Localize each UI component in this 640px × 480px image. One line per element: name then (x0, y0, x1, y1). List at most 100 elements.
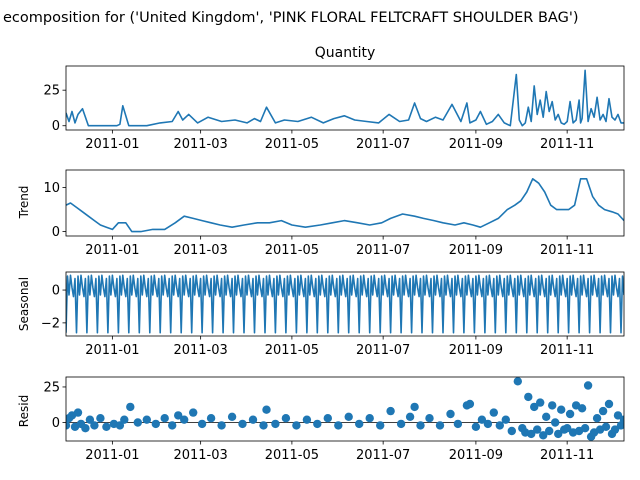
resid-point (527, 429, 536, 439)
resid-point (376, 421, 385, 430)
figure-suptitle: ecomposition for ('United Kingdom', 'PIN… (3, 10, 578, 26)
resid-series (66, 377, 624, 441)
resid-point (168, 421, 177, 430)
resid-point (396, 419, 406, 429)
resid-point (446, 409, 455, 419)
resid-panel: Resid 0 25 2011-01 2011-03 2011-05 2011-07 201… (17, 376, 625, 463)
series-line (66, 69, 624, 127)
seasonal-line (66, 274, 624, 334)
resid-point (133, 418, 142, 427)
resid-point (281, 414, 291, 423)
resid-point (174, 411, 183, 420)
y-tick-label: −2 (41, 316, 60, 331)
y-tick-label: 0 (52, 416, 60, 431)
resid-point (548, 401, 557, 410)
resid-point (142, 415, 151, 424)
trend-series (66, 178, 624, 233)
x-tick-label: 2011-07 (356, 243, 410, 258)
resid-point (197, 419, 207, 429)
y-tick-label: 25 (43, 380, 60, 395)
y-tick-label: 0 (52, 119, 60, 134)
x-tick-label: 2011-09 (449, 448, 503, 463)
resid-point (238, 419, 247, 429)
x-tick-label: 2011-11 (540, 343, 594, 358)
resid-point (160, 414, 169, 423)
resid-point (507, 426, 516, 436)
axes-frame (65, 271, 625, 337)
resid-point (386, 406, 395, 416)
resid-point (536, 398, 545, 407)
resid-point (577, 404, 587, 413)
x-tick-label: 2011-09 (449, 243, 503, 258)
resid-point (189, 408, 198, 417)
resid-point (545, 426, 554, 436)
resid-point (542, 412, 551, 421)
resid-point (227, 412, 237, 421)
resid-point (126, 402, 135, 412)
quantity-axes: 0 25 2011-01 2011-03 2011-05 2011-07 2011-09 20… (43, 65, 625, 152)
resid-point (477, 415, 487, 424)
resid-point (344, 412, 353, 421)
x-tick-label: 2011-05 (265, 448, 319, 463)
seasonal-series (66, 274, 624, 334)
resid-point (533, 425, 542, 434)
x-tick-label: 2011-01 (85, 137, 139, 152)
resid-point (453, 419, 463, 429)
resid-point (323, 414, 332, 423)
seasonal-panel: Seasonal −2 0 2011-01 2011-03 2011-05 2011-07… (17, 271, 625, 358)
resid-point (90, 421, 99, 430)
resid-point (302, 415, 312, 424)
resid-point (557, 405, 566, 414)
resid-point (81, 424, 90, 433)
axes-frame (65, 65, 625, 131)
series-line (66, 178, 624, 233)
x-tick-label: 2011-03 (173, 448, 227, 463)
x-tick-label: 2011-01 (85, 343, 139, 358)
x-tick-label: 2011-07 (356, 137, 410, 152)
resid-point (102, 422, 111, 431)
resid-point (583, 381, 593, 390)
resid-point (598, 406, 608, 416)
resid-point (513, 377, 522, 386)
x-tick-label: 2011-01 (85, 448, 139, 463)
x-tick-label: 2011-11 (540, 137, 594, 152)
resid-point (495, 421, 504, 430)
resid-point (271, 419, 280, 429)
quantity-panel: 0 25 2011-01 2011-03 2011-05 2011-07 2011-09 20… (43, 65, 625, 152)
y-tick-label: 0 (52, 284, 60, 299)
resid-point (334, 421, 343, 430)
resid-point (313, 419, 322, 429)
x-tick-label: 2011-09 (449, 343, 503, 358)
resid-point (73, 408, 83, 417)
seasonal-axes: −2 0 2011-01 2011-03 2011-05 2011-07 2011-09 20… (41, 271, 625, 358)
resid-point (565, 409, 575, 419)
resid-point (355, 419, 364, 429)
resid-point (610, 425, 620, 434)
resid-axes: 0 25 2011-01 2011-03 2011-05 2011-07 2011-09 20… (43, 376, 625, 463)
resid-point (471, 422, 481, 431)
resid-point (489, 408, 498, 417)
resid-point (551, 418, 560, 427)
resid-point (465, 399, 475, 409)
quantity-series (66, 69, 624, 127)
seasonal-ylabel: Seasonal (17, 277, 31, 331)
resid-point (410, 402, 419, 412)
resid-point (206, 414, 216, 423)
resid-ylabel: Resid (17, 395, 31, 427)
y-tick-label: 0 (52, 225, 60, 240)
x-tick-label: 2011-07 (356, 343, 410, 358)
x-tick-label: 2011-05 (265, 243, 319, 258)
resid-point (613, 411, 623, 420)
x-tick-label: 2011-03 (173, 243, 227, 258)
resid-point (405, 412, 415, 421)
resid-point (85, 415, 95, 424)
resid-point (604, 399, 614, 409)
resid-point (66, 421, 71, 430)
resid-point (180, 415, 189, 424)
x-tick-label: 2011-03 (173, 137, 227, 152)
quantity-panel-title: Quantity (315, 45, 376, 61)
resid-point (563, 424, 572, 433)
axes-frame (65, 169, 625, 237)
x-tick-label: 2011-09 (449, 137, 503, 152)
resid-point (539, 431, 548, 440)
